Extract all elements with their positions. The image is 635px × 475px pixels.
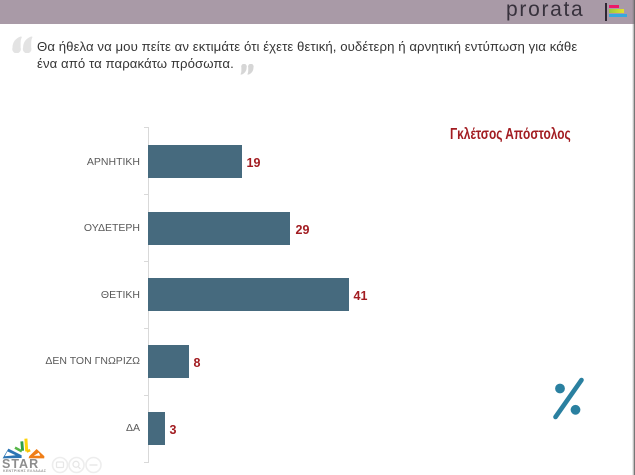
svg-text:STAR: STAR [2, 457, 39, 471]
svg-text:ΚΕΝΤΡΙΚΗΣ ΕΛΛΑΔΑΣ: ΚΕΝΤΡΙΚΗΣ ΕΛΛΑΔΑΣ [3, 469, 47, 473]
